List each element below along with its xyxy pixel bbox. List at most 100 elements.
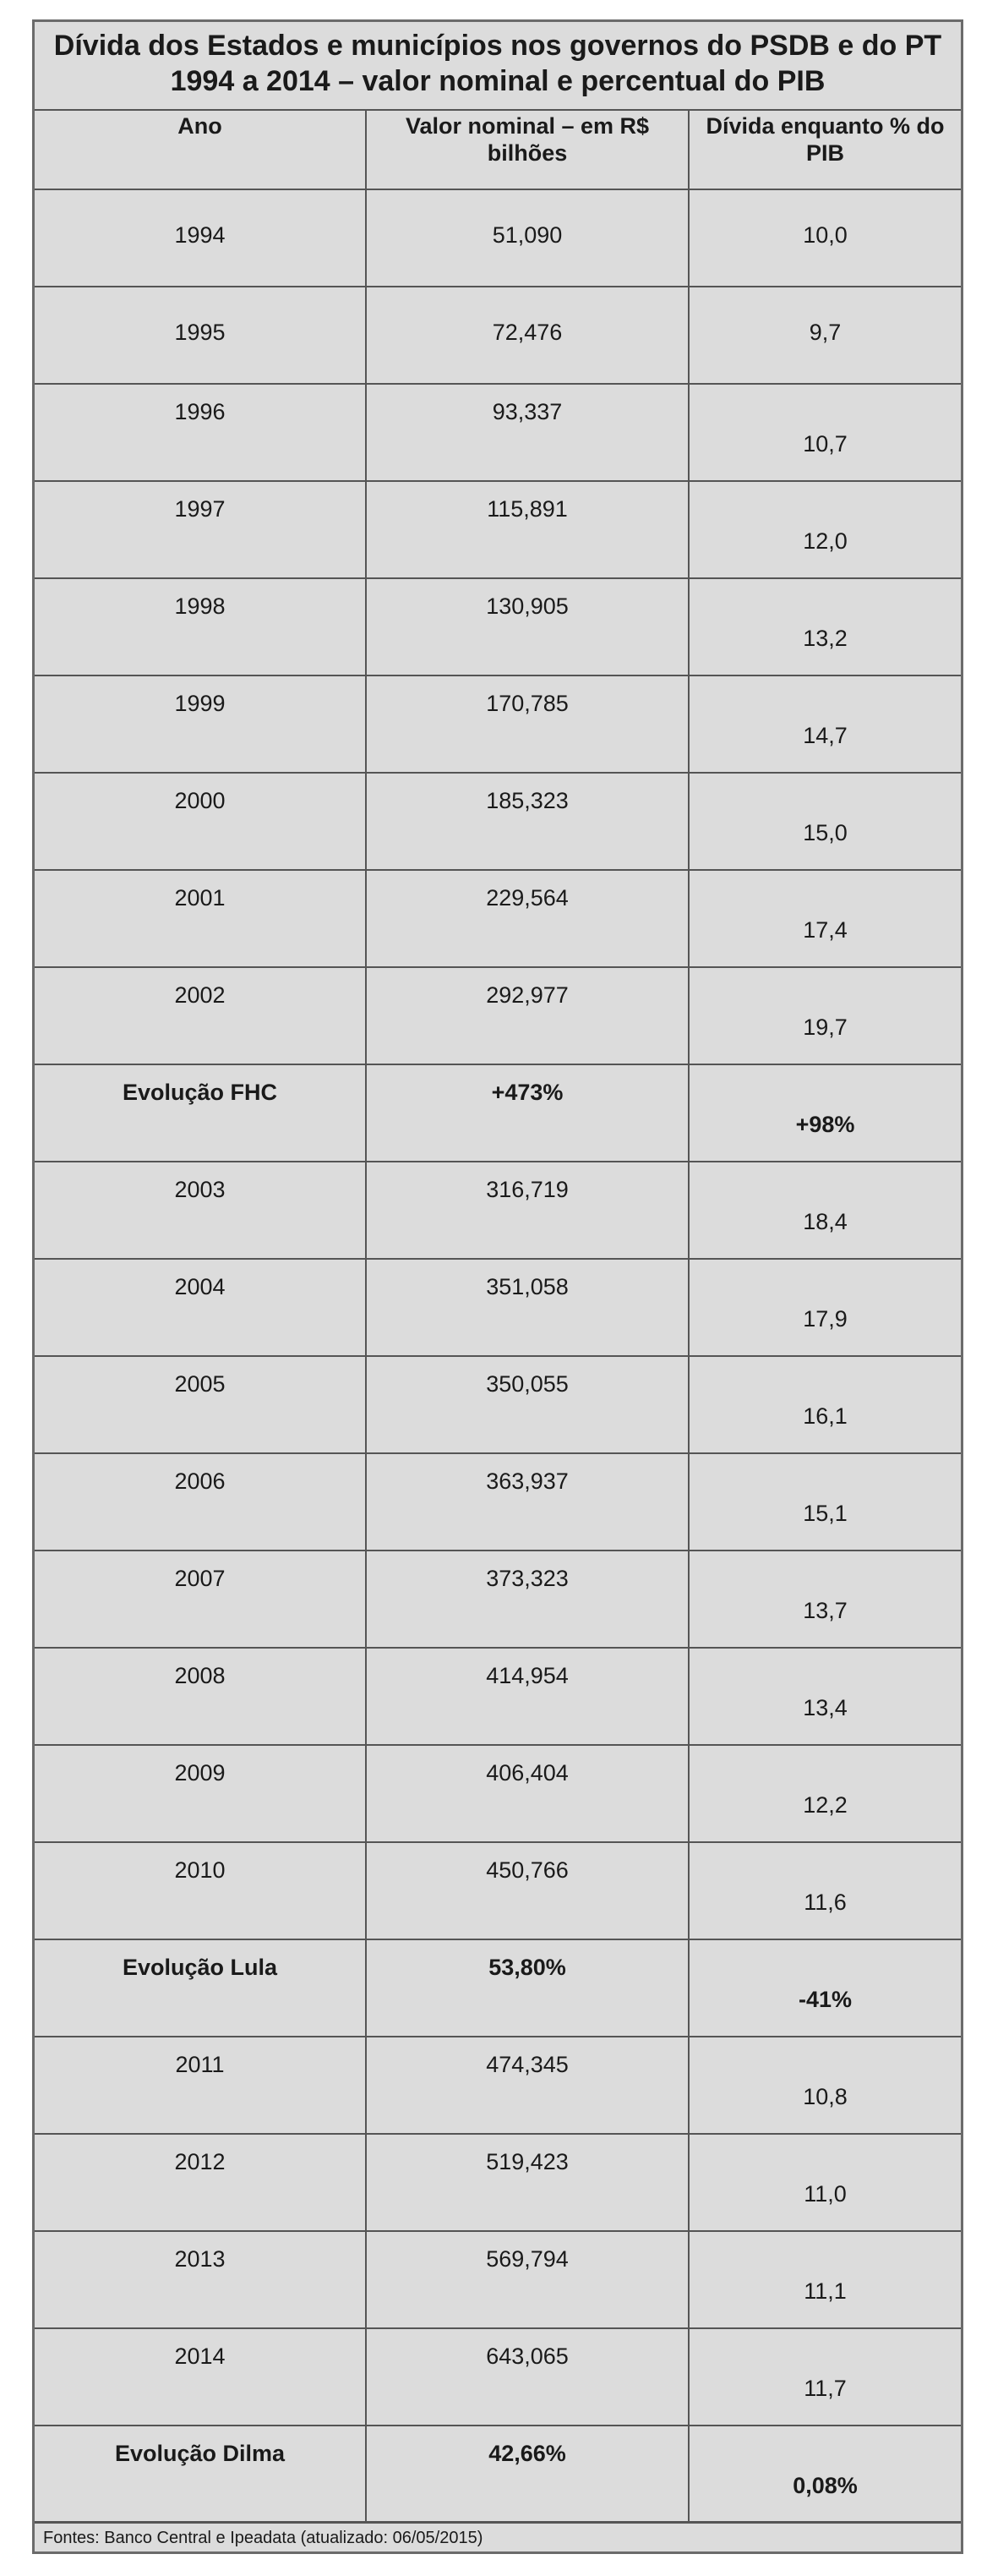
cell-valor: 519,423 xyxy=(365,2133,690,2232)
table-row: Evolução Dilma 42,66% 0,08% xyxy=(35,2425,961,2524)
cell-valor: 229,564 xyxy=(365,869,690,968)
cell-valor-text: 115,891 xyxy=(487,496,568,522)
table-body: 1994 51,090 10,0 1995 72,476 9,7 1996 93,337 10,… xyxy=(35,189,961,2524)
cell-valor: 93,337 xyxy=(365,383,690,482)
cell-ano: 2001 xyxy=(35,869,367,968)
cell-pib: -41% xyxy=(688,1939,961,2037)
cell-pib: 10,0 xyxy=(688,189,961,287)
cell-ano: Evolução Lula xyxy=(35,1939,367,2037)
cell-ano: 1998 xyxy=(35,577,367,676)
cell-valor: 406,404 xyxy=(365,1744,690,1843)
cell-valor-text: +473% xyxy=(491,1080,564,1105)
cell-valor-text: 170,785 xyxy=(486,691,569,716)
cell-ano: 2005 xyxy=(35,1355,367,1454)
cell-pib-text: 10,8 xyxy=(803,2084,848,2109)
table-row: 2004 351,058 17,9 xyxy=(35,1258,961,1357)
cell-ano-text: Evolução FHC xyxy=(122,1080,278,1105)
table-row: Evolução FHC +473% +98% xyxy=(35,1064,961,1162)
cell-pib: +98% xyxy=(688,1064,961,1162)
cell-ano: 1999 xyxy=(35,675,367,774)
table-row: 2006 363,937 15,1 xyxy=(35,1452,961,1551)
cell-ano: 2010 xyxy=(35,1841,367,1940)
cell-pib-text: 9,7 xyxy=(809,320,842,345)
cell-valor: 450,766 xyxy=(365,1841,690,1940)
cell-ano: 2008 xyxy=(35,1647,367,1746)
cell-pib-text: 14,7 xyxy=(803,723,848,748)
cell-ano: 2014 xyxy=(35,2327,367,2426)
footer-divider xyxy=(35,2521,961,2523)
table-row: 2012 519,423 11,0 xyxy=(35,2133,961,2232)
cell-ano-text: 1994 xyxy=(174,222,226,248)
table-row: 2002 292,977 19,7 xyxy=(35,966,961,1065)
cell-pib-text: 13,7 xyxy=(803,1598,848,1623)
cell-pib: 0,08% xyxy=(688,2425,961,2524)
cell-valor-text: 450,766 xyxy=(486,1857,569,1883)
cell-ano: 2013 xyxy=(35,2230,367,2329)
cell-valor-text: 53,80% xyxy=(488,1955,566,1980)
cell-ano: 2003 xyxy=(35,1161,367,1260)
cell-ano-text: 1996 xyxy=(174,399,226,424)
cell-valor: 115,891 xyxy=(365,480,690,579)
cell-pib-text: -41% xyxy=(798,1987,853,2012)
cell-pib-text: +98% xyxy=(795,1112,855,1137)
cell-valor: 414,954 xyxy=(365,1647,690,1746)
cell-ano-text: 2007 xyxy=(174,1566,226,1591)
cell-ano-text: 2014 xyxy=(174,2344,226,2369)
cell-valor-text: 93,337 xyxy=(492,399,563,424)
cell-ano-text: Evolução Dilma xyxy=(114,2441,286,2466)
cell-pib: 15,1 xyxy=(688,1452,961,1551)
cell-valor: 130,905 xyxy=(365,577,690,676)
cell-valor-text: 406,404 xyxy=(486,1760,569,1786)
cell-valor: 351,058 xyxy=(365,1258,690,1357)
cell-ano-text: 2001 xyxy=(174,885,226,911)
cell-valor-text: 643,065 xyxy=(486,2344,569,2369)
cell-pib: 11,6 xyxy=(688,1841,961,1940)
cell-valor-text: 72,476 xyxy=(492,320,563,345)
header-divida-pib: Dívida enquanto % do PIB xyxy=(688,109,961,190)
table-row: 1999 170,785 14,7 xyxy=(35,675,961,774)
cell-pib: 13,7 xyxy=(688,1550,961,1649)
cell-valor: 316,719 xyxy=(365,1161,690,1260)
cell-valor: 170,785 xyxy=(365,675,690,774)
cell-ano-text: 2005 xyxy=(174,1371,226,1397)
cell-pib-text: 19,7 xyxy=(803,1015,848,1040)
cell-ano: 2011 xyxy=(35,2036,367,2135)
cell-ano: Evolução FHC xyxy=(35,1064,367,1162)
cell-ano: 2002 xyxy=(35,966,367,1065)
cell-pib-text: 15,1 xyxy=(803,1501,848,1526)
cell-ano-text: 1997 xyxy=(174,496,226,522)
table-row: 1995 72,476 9,7 xyxy=(35,286,961,385)
cell-pib-text: 11,6 xyxy=(804,1890,847,1915)
header-row: Ano Valor nominal – em R$ bilhões Dívida… xyxy=(35,109,961,190)
cell-pib-text: 11,1 xyxy=(804,2278,847,2304)
cell-ano-text: 1998 xyxy=(174,593,226,619)
cell-valor-text: 519,423 xyxy=(486,2149,569,2174)
cell-pib-text: 0,08% xyxy=(793,2473,858,2498)
cell-pib-text: 10,7 xyxy=(803,431,848,457)
cell-pib-text: 13,4 xyxy=(803,1695,848,1720)
table-row: 2001 229,564 17,4 xyxy=(35,869,961,968)
debt-table: Ano Valor nominal – em R$ bilhões Dívida… xyxy=(35,109,961,2524)
cell-ano: 1996 xyxy=(35,383,367,482)
cell-pib: 16,1 xyxy=(688,1355,961,1454)
cell-pib-text: 11,0 xyxy=(804,2181,847,2207)
cell-pib: 12,2 xyxy=(688,1744,961,1843)
cell-ano: 1994 xyxy=(35,189,367,287)
cell-valor-text: 414,954 xyxy=(486,1663,569,1688)
cell-ano-text: 2004 xyxy=(174,1274,226,1299)
cell-pib: 11,1 xyxy=(688,2230,961,2329)
cell-valor: 373,323 xyxy=(365,1550,690,1649)
cell-pib-text: 17,9 xyxy=(803,1306,848,1332)
cell-ano: 1997 xyxy=(35,480,367,579)
cell-valor: 51,090 xyxy=(365,189,690,287)
cell-valor-text: 363,937 xyxy=(486,1468,569,1494)
cell-ano: 2006 xyxy=(35,1452,367,1551)
header-ano: Ano xyxy=(35,109,367,190)
cell-pib-text: 16,1 xyxy=(803,1403,848,1429)
cell-ano-text: 2009 xyxy=(174,1760,226,1786)
table-row: 1998 130,905 13,2 xyxy=(35,577,961,676)
cell-pib-text: 11,7 xyxy=(804,2376,847,2401)
title-line-2: 1994 a 2014 – valor nominal e percentual… xyxy=(170,65,826,97)
cell-valor: 185,323 xyxy=(365,772,690,871)
table-row: 2014 643,065 11,7 xyxy=(35,2327,961,2426)
